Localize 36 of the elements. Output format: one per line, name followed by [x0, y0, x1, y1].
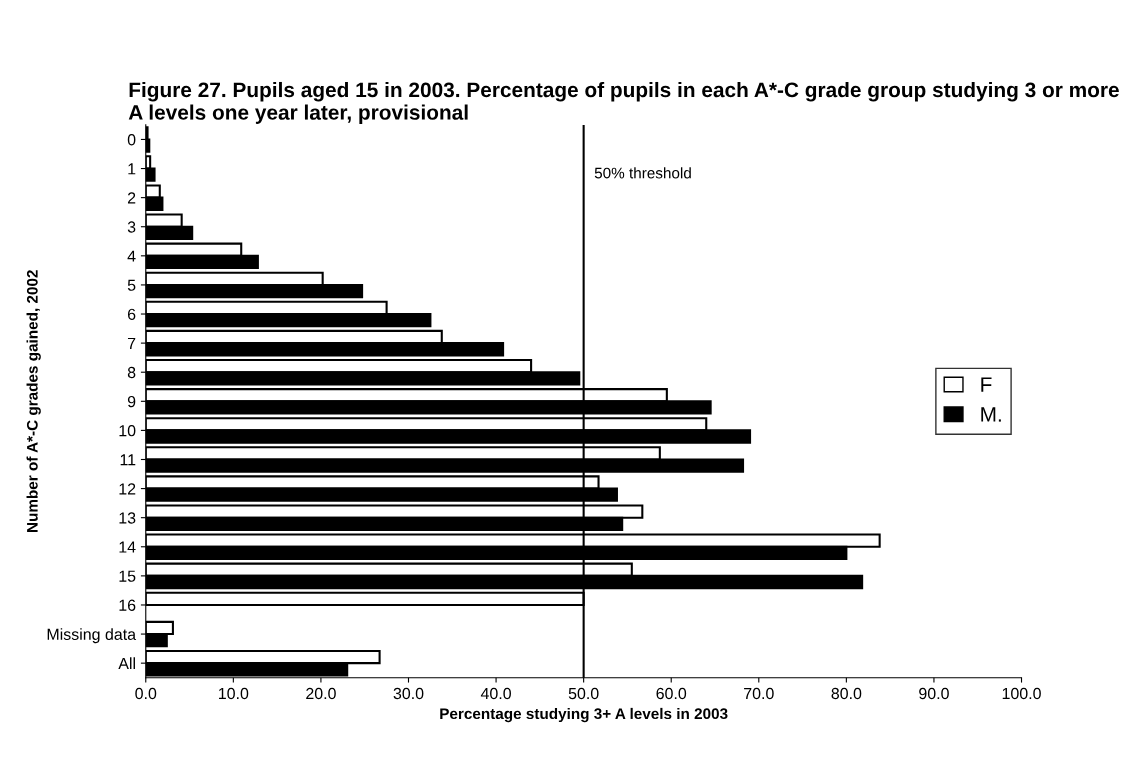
- y-tick-label: 15: [119, 570, 136, 582]
- x-tick-label: 70.0: [744, 687, 774, 700]
- x-tick-label: 100.0: [1002, 687, 1041, 700]
- y-tick-label: 4: [127, 250, 136, 262]
- y-axis-title: Number of A*-C grades gained, 2002: [26, 270, 41, 533]
- y-tick-label: 5: [127, 279, 136, 291]
- legend-label: F: [981, 377, 992, 392]
- y-tick-label: 8: [127, 366, 136, 379]
- legend-label: M.: [981, 407, 1001, 422]
- x-tick-label: 80.0: [831, 687, 862, 700]
- y-tick-label: 3: [127, 221, 136, 233]
- x-tick-label: 60.0: [656, 687, 687, 700]
- x-tick-label: 40.0: [480, 687, 511, 700]
- x-tick-label: 20.0: [306, 687, 336, 700]
- y-tick-label: 11: [120, 454, 136, 466]
- y-tick-label: 9: [127, 395, 136, 408]
- y-tick-label: 13: [119, 512, 136, 524]
- y-tick-label: 10: [119, 425, 136, 437]
- x-tick-label: 50.0: [568, 687, 599, 700]
- ref-line-label: 50% threshold: [594, 167, 691, 179]
- x-axis-title: Percentage studying 3+ A levels in 2003: [440, 707, 728, 723]
- chart-title: Figure 27. Pupils aged 15 in 2003. Percentage of pupils in each A*-C grade group studying 3 or more A levels one year later, provisional: [128, 81, 1119, 124]
- x-tick-label: 0.0: [135, 687, 157, 700]
- y-tick-label: 1: [128, 163, 136, 175]
- y-tick-label: 0: [127, 134, 136, 146]
- y-tick-label: 2: [127, 192, 136, 204]
- y-tick-label: All: [118, 657, 135, 669]
- x-tick-label: 90.0: [919, 687, 949, 700]
- y-tick-label: 6: [127, 308, 136, 320]
- y-tick-label: 7: [127, 337, 136, 349]
- y-tick-label: 12: [119, 483, 136, 495]
- y-tick-label: 16: [119, 599, 136, 611]
- x-tick-label: 10.0: [219, 687, 249, 700]
- y-tick-label: 14: [119, 541, 136, 553]
- y-tick-label: Missing data: [47, 628, 137, 644]
- x-tick-label: 30.0: [393, 687, 424, 700]
